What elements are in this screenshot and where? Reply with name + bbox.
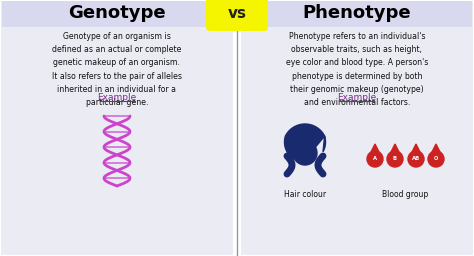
Text: Genotype: Genotype <box>68 4 166 22</box>
Polygon shape <box>390 144 400 154</box>
Text: Hair colour: Hair colour <box>284 190 326 199</box>
Polygon shape <box>284 124 326 160</box>
FancyBboxPatch shape <box>241 1 473 255</box>
Text: Genotype of an organism is
defined as an actual or complete
genetic makeup of an: Genotype of an organism is defined as an… <box>52 32 182 107</box>
Text: Example: Example <box>337 93 377 102</box>
FancyBboxPatch shape <box>0 0 234 256</box>
Text: Example: Example <box>97 93 137 102</box>
Text: Phenotype refers to an individual's
observable traits, such as height,
eye color: Phenotype refers to an individual's obse… <box>286 32 428 107</box>
FancyBboxPatch shape <box>2 1 232 27</box>
Circle shape <box>428 151 444 167</box>
Polygon shape <box>370 144 380 154</box>
FancyBboxPatch shape <box>242 1 472 27</box>
Text: AB: AB <box>412 156 420 162</box>
FancyBboxPatch shape <box>240 0 474 256</box>
Text: Phenotype: Phenotype <box>303 4 411 22</box>
Text: vs: vs <box>228 5 246 20</box>
Circle shape <box>387 151 403 167</box>
FancyBboxPatch shape <box>1 1 233 255</box>
Text: A: A <box>373 156 377 162</box>
Text: B: B <box>393 156 397 162</box>
Polygon shape <box>431 144 441 154</box>
Circle shape <box>408 151 424 167</box>
FancyBboxPatch shape <box>206 0 268 31</box>
Polygon shape <box>411 144 421 154</box>
Circle shape <box>293 141 317 165</box>
Text: O: O <box>434 156 438 162</box>
Text: Blood group: Blood group <box>382 190 428 199</box>
Circle shape <box>367 151 383 167</box>
